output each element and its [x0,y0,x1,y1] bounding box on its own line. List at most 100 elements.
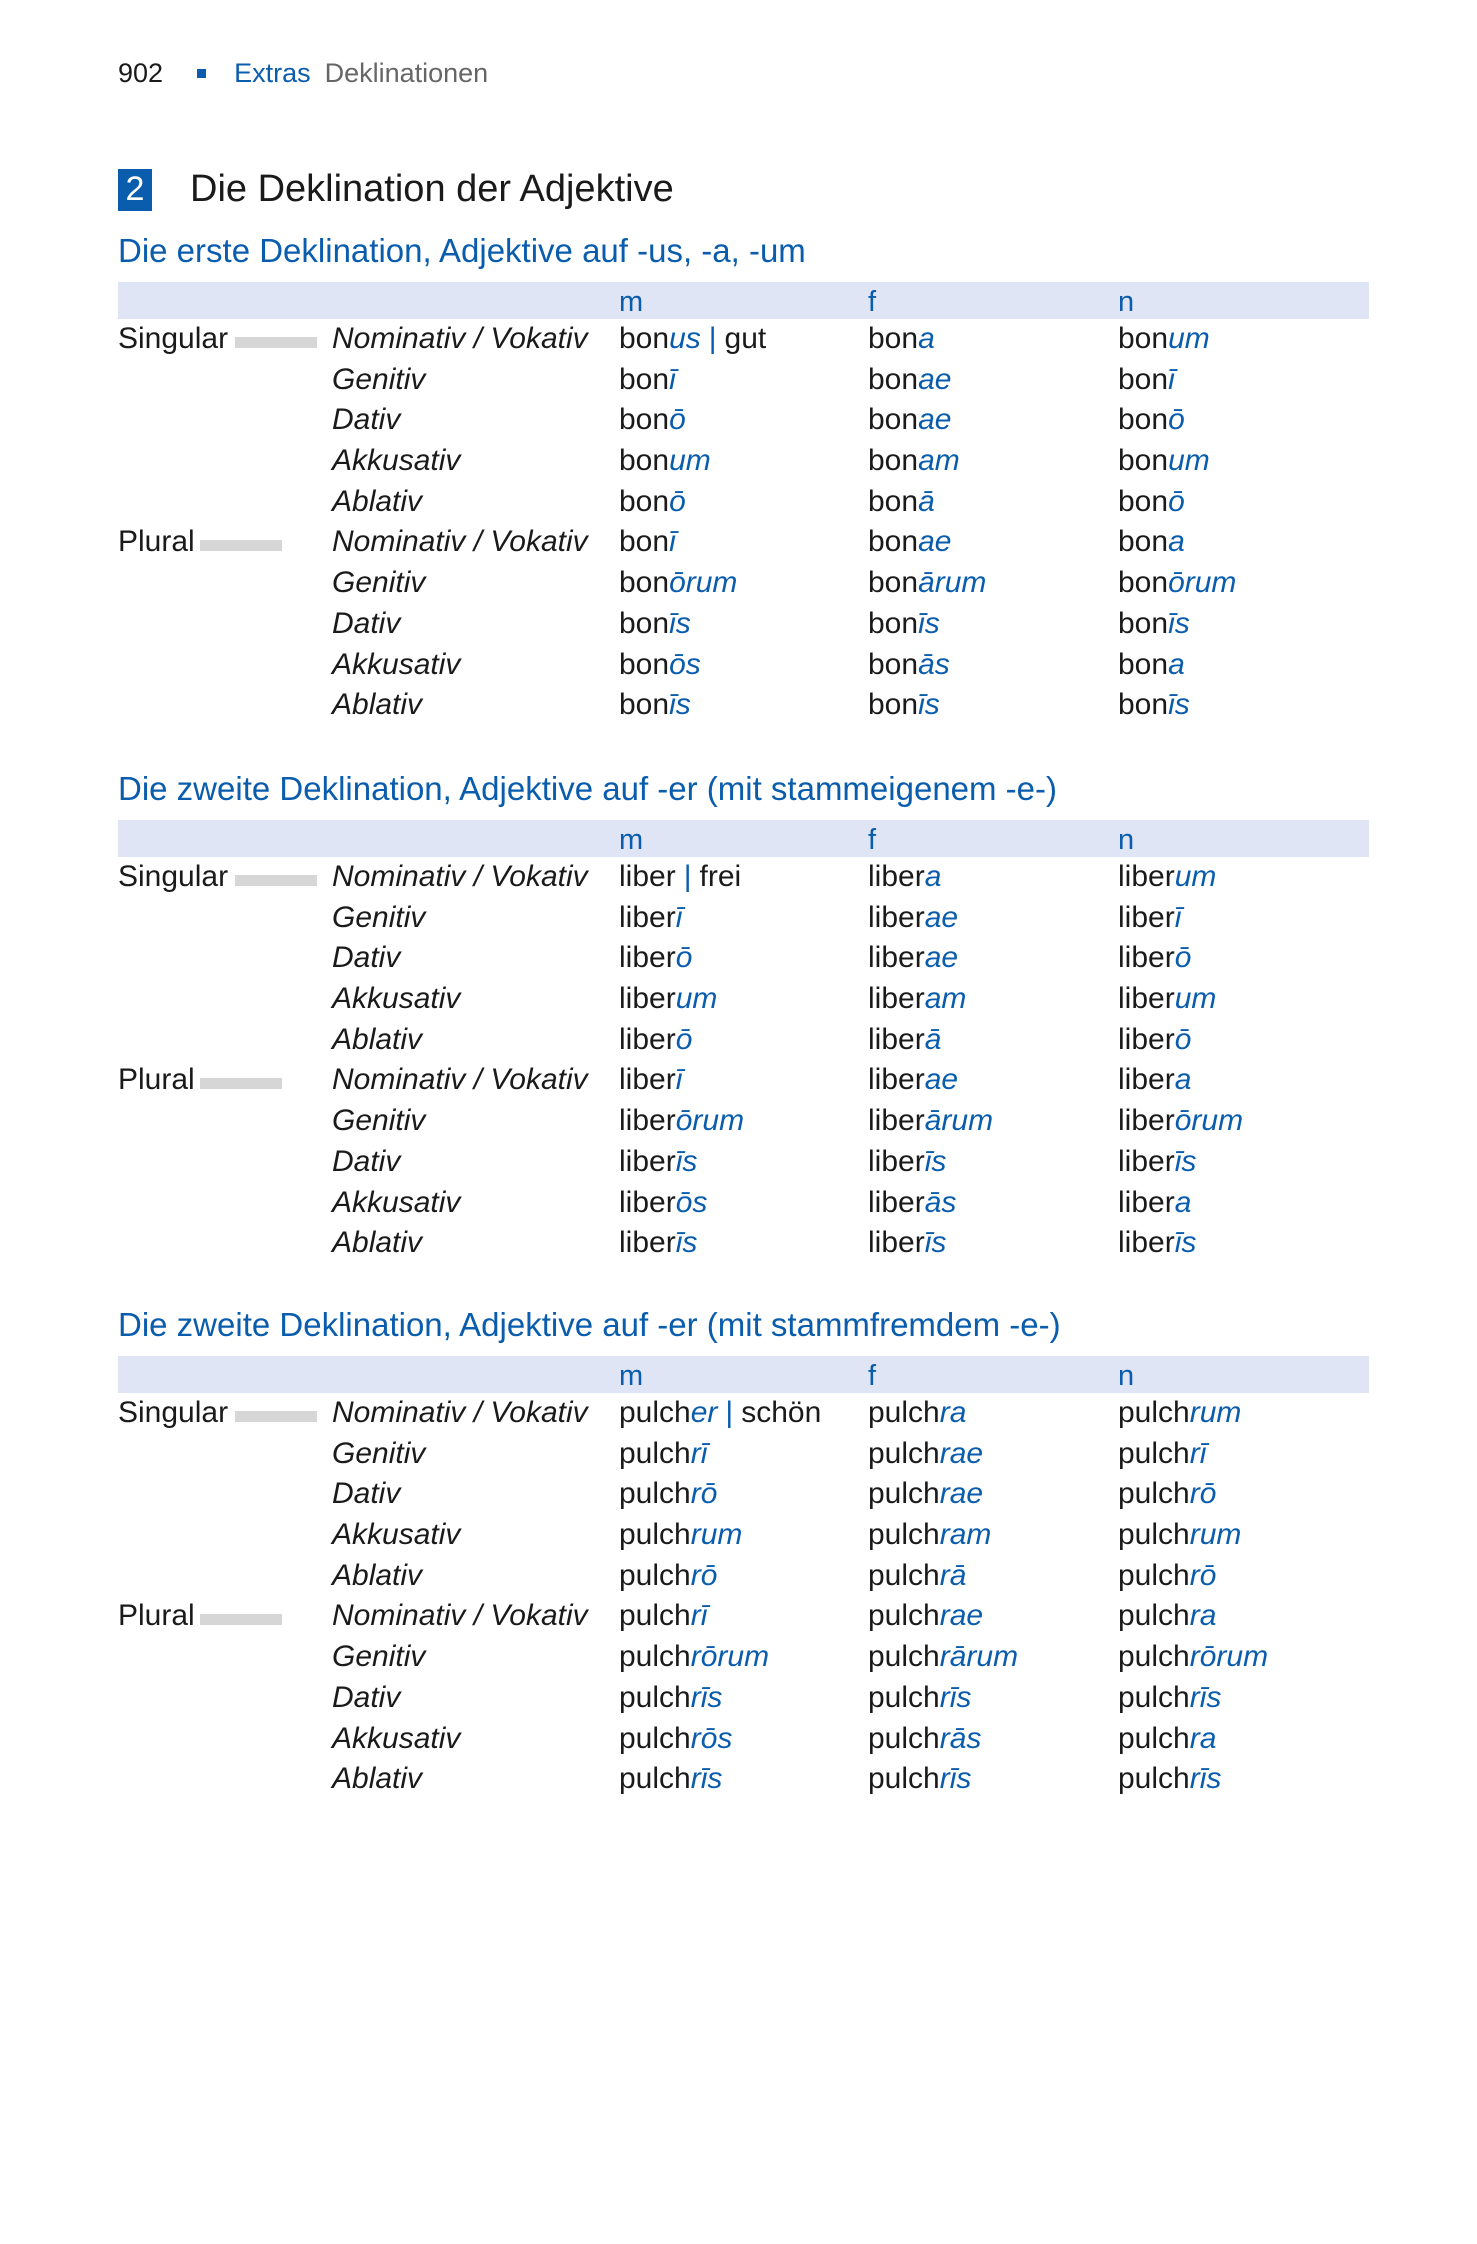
ending: īs [675,1226,698,1260]
case-label: Akkusativ [332,444,461,478]
ending: ī [669,525,676,559]
form-f: pulchrīs [868,1759,971,1799]
number-label: Singular [118,1396,229,1429]
form-n: pulchrīs [1118,1678,1221,1718]
ending: īs [1168,688,1190,722]
ending: ra [939,1396,967,1429]
form-m: liberōs [619,1183,707,1223]
table-row: Ablativ pulchrō pulchrā pulchrō [118,1556,1369,1597]
case-label: Nominativ / Vokativ [332,860,588,893]
ending: ō [669,484,686,518]
stem: bon [868,647,919,681]
form-f: bonās [868,645,950,685]
column-header-f: f [868,286,877,318]
ending: ās [918,647,950,681]
table-row: Genitiv liberī liberae liberī [118,898,1369,939]
case-label: Nominativ / Vokativ [332,1396,588,1429]
ending: ōrum [675,1104,745,1138]
stem: pulch [1118,1721,1190,1755]
stem: pulch [619,1640,691,1674]
form-f: pulchram [868,1515,991,1555]
case-label: Genitiv [332,362,426,396]
case-label: Ablativ [332,1022,423,1056]
case-label: Ablativ [332,1226,423,1260]
form-m: pulchrō [619,1556,717,1596]
ending: rae [939,1477,984,1511]
form-n: liberum [1118,857,1216,897]
ending: īs [675,1144,698,1178]
ending: īs [918,688,940,722]
ending: a [1174,1063,1192,1097]
number-label: Plural [118,525,195,559]
form-m: bonī [619,360,676,400]
form-f: liberā [868,1020,941,1060]
stem: bon [1118,606,1169,640]
form-n: bona [1118,645,1185,685]
table-row: Plural Nominativ / Vokativ pulchrī pulchrae… [118,1596,1369,1637]
ending: ō [675,941,693,975]
stem: bon [868,566,919,600]
ending: um [1174,982,1217,1016]
form-m: pulchrōs [619,1719,732,1759]
form-f: bonīs [868,604,940,644]
table-row: Dativ liberō liberae liberō [118,938,1369,979]
form-m: liberīs [619,1223,697,1263]
case-label: Nominativ / Vokativ [332,1063,588,1097]
stem: pulch [868,1680,940,1714]
ending: ram [939,1518,992,1552]
stem: pulch [868,1640,940,1674]
stem: pulch [1118,1396,1190,1429]
stem: liber [868,1022,925,1056]
case-label: Ablativ [332,1762,423,1796]
form-m: pulchrī [619,1434,707,1474]
form-f: bonā [868,482,935,522]
ending: a [1168,525,1185,559]
table-row: Akkusativ liberum liberam liberum [118,979,1369,1020]
stem: bon [1118,688,1169,722]
column-header-m: m [619,286,644,318]
ending: ās [924,1185,957,1219]
table-row: Akkusativ pulchrum pulchram pulchrum [118,1515,1369,1556]
ending: rī [1189,1436,1207,1470]
form-m: bonīs [619,685,691,725]
stem: liber [619,1226,676,1260]
stem: liber [1118,982,1175,1016]
table-row: Dativ bonō bonae bonō [118,400,1369,441]
stem: pulch [868,1762,940,1796]
number-divider [200,540,282,552]
ending: ra [1189,1721,1217,1755]
stem: liber [868,1144,925,1178]
ending: rōrum [1189,1640,1269,1674]
ending: um [1174,860,1217,893]
ending: ōrum [1174,1104,1244,1138]
translation: gut [724,322,767,355]
declension-table: Die zweite Deklination, Adjektive auf -e… [118,770,1369,1264]
case-label: Genitiv [332,1436,426,1470]
form-n: liberīs [1118,1223,1196,1263]
case-label: Nominativ / Vokativ [332,322,588,355]
stem: bon [1118,444,1169,478]
case-label: Dativ [332,1144,401,1178]
form-f: bona [868,319,935,359]
stem: liber [868,1104,925,1138]
ending: rīs [690,1762,723,1796]
stem: bon [868,322,919,355]
ending: rōrum [690,1640,770,1674]
table-row: Singular Nominativ / Vokativ liber | frei lib… [118,857,1369,898]
case-label: Dativ [332,403,401,437]
chapter-number: 2 [118,168,152,211]
ending: ī [675,1063,683,1097]
form-n: libera [1118,1183,1191,1223]
ending: rō [690,1558,718,1592]
stem: bon [1118,484,1169,518]
ending: ō [1174,1022,1192,1056]
table-title: Die erste Deklination, Adjektive auf -us… [118,232,806,269]
ending: rī [690,1599,708,1633]
column-header-n: n [1118,824,1135,856]
chapter-heading: 2 Die Deklination der Adjektive [118,168,674,211]
stem: pulch [868,1518,940,1552]
ending: um [675,982,718,1016]
form-n: bonīs [1118,685,1190,725]
form-n: bonum [1118,441,1210,481]
